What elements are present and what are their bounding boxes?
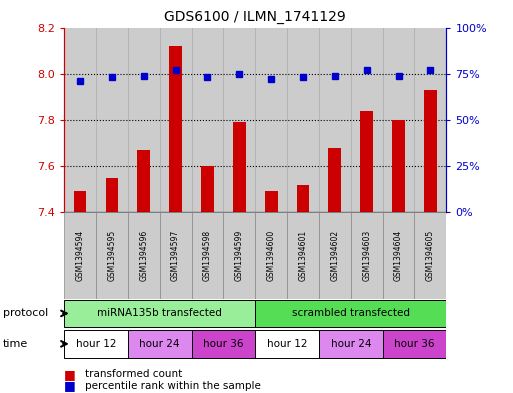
Text: GSM1394601: GSM1394601 [299, 230, 307, 281]
FancyBboxPatch shape [287, 212, 319, 299]
Text: time: time [3, 339, 28, 349]
Bar [255, 28, 287, 212]
FancyBboxPatch shape [191, 212, 223, 299]
FancyBboxPatch shape [383, 212, 415, 299]
FancyBboxPatch shape [255, 330, 319, 358]
Bar [96, 28, 128, 212]
Text: GSM1394600: GSM1394600 [267, 230, 275, 281]
Bar [201, 166, 214, 212]
FancyBboxPatch shape [64, 212, 96, 299]
Bar [223, 28, 255, 212]
Text: hour 36: hour 36 [394, 339, 435, 349]
Bar [415, 28, 446, 212]
Text: protocol: protocol [3, 309, 48, 318]
FancyBboxPatch shape [319, 212, 351, 299]
Bar [106, 178, 119, 212]
FancyBboxPatch shape [415, 212, 446, 299]
Text: GSM1394599: GSM1394599 [235, 230, 244, 281]
FancyBboxPatch shape [64, 330, 128, 358]
Bar [383, 28, 415, 212]
Text: GSM1394604: GSM1394604 [394, 230, 403, 281]
FancyBboxPatch shape [319, 330, 383, 358]
Bar [128, 28, 160, 212]
Bar [64, 28, 96, 212]
Text: GSM1394596: GSM1394596 [139, 230, 148, 281]
FancyBboxPatch shape [128, 330, 191, 358]
Bar [424, 90, 437, 212]
Text: percentile rank within the sample: percentile rank within the sample [85, 381, 261, 391]
Bar [319, 28, 351, 212]
Text: GSM1394598: GSM1394598 [203, 230, 212, 281]
Bar [160, 28, 191, 212]
Text: ■: ■ [64, 379, 76, 393]
Bar [328, 148, 341, 212]
Text: hour 36: hour 36 [203, 339, 244, 349]
Text: miRNA135b transfected: miRNA135b transfected [97, 309, 222, 318]
Text: transformed count: transformed count [85, 369, 182, 379]
FancyBboxPatch shape [191, 330, 255, 358]
FancyBboxPatch shape [383, 330, 446, 358]
Text: GSM1394595: GSM1394595 [107, 230, 116, 281]
Text: GSM1394605: GSM1394605 [426, 230, 435, 281]
Text: hour 24: hour 24 [330, 339, 371, 349]
FancyBboxPatch shape [160, 212, 191, 299]
Bar [392, 120, 405, 212]
Bar [287, 28, 319, 212]
FancyBboxPatch shape [64, 300, 255, 327]
FancyBboxPatch shape [351, 212, 383, 299]
Bar [191, 28, 223, 212]
Bar [297, 185, 309, 212]
Text: hour 24: hour 24 [140, 339, 180, 349]
Title: GDS6100 / ILMN_1741129: GDS6100 / ILMN_1741129 [164, 10, 346, 24]
Text: GSM1394597: GSM1394597 [171, 230, 180, 281]
FancyBboxPatch shape [255, 212, 287, 299]
Bar [74, 191, 86, 212]
Bar [169, 46, 182, 212]
Text: GSM1394602: GSM1394602 [330, 230, 339, 281]
Bar [265, 191, 278, 212]
FancyBboxPatch shape [223, 212, 255, 299]
Bar [137, 150, 150, 212]
Text: GSM1394603: GSM1394603 [362, 230, 371, 281]
Text: hour 12: hour 12 [267, 339, 307, 349]
Text: hour 12: hour 12 [76, 339, 116, 349]
Text: scrambled transfected: scrambled transfected [292, 309, 410, 318]
FancyBboxPatch shape [96, 212, 128, 299]
Bar [351, 28, 383, 212]
Text: GSM1394594: GSM1394594 [75, 230, 85, 281]
Text: ■: ■ [64, 367, 76, 381]
Bar [360, 111, 373, 212]
FancyBboxPatch shape [255, 300, 446, 327]
Bar [233, 122, 246, 212]
FancyBboxPatch shape [128, 212, 160, 299]
